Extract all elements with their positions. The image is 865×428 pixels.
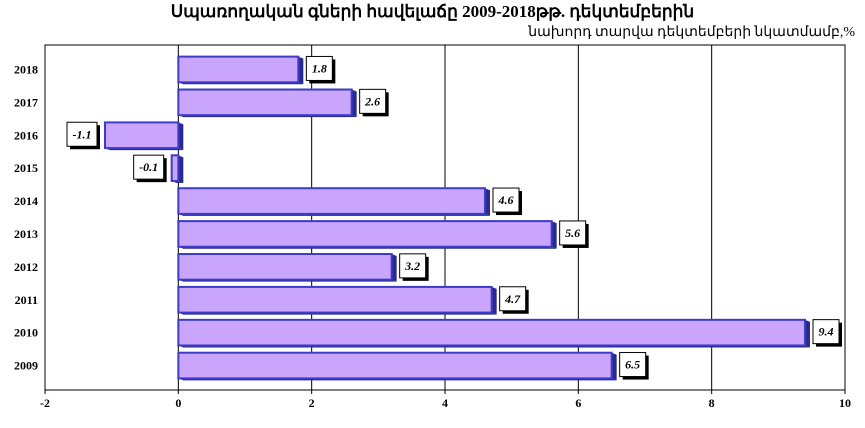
- bar: [177, 351, 613, 380]
- data-label-box: [66, 121, 98, 147]
- y-tick-label: 2014: [14, 194, 38, 208]
- data-label: -1.1: [73, 127, 92, 141]
- x-tick-label: 8: [709, 396, 715, 410]
- data-label-box: [499, 286, 527, 312]
- chart-subtitle: նախորդ տարվա դեկտեմբերի նկատմամբ,%: [528, 25, 855, 40]
- bar-side: [351, 89, 357, 118]
- bar-side: [391, 254, 397, 282]
- bar: [104, 121, 180, 150]
- y-tick-label: 2013: [14, 227, 38, 241]
- data-label: -0.1: [139, 160, 158, 174]
- bar-side: [298, 56, 304, 85]
- y-tick-label: 2018: [14, 62, 38, 76]
- x-tick-label: 2: [309, 396, 315, 410]
- data-label-box: [619, 352, 647, 378]
- data-label: 6.5: [625, 358, 640, 372]
- bar: [177, 187, 486, 215]
- data-label: 2.6: [364, 94, 380, 108]
- bar: [170, 154, 180, 182]
- bar-side: [611, 352, 617, 381]
- x-tick-label: -2: [40, 396, 50, 410]
- y-tick-label: 2012: [14, 260, 38, 274]
- bar-side: [551, 221, 557, 249]
- data-label-box: [812, 319, 840, 345]
- y-tick-label: 2010: [14, 326, 38, 340]
- bar-side: [491, 286, 497, 315]
- data-label-box: [133, 154, 165, 180]
- bar: [177, 318, 807, 347]
- data-label-box: [359, 88, 387, 114]
- bar-side: [178, 155, 184, 183]
- data-label: 4.6: [498, 193, 514, 207]
- bar: [177, 55, 300, 84]
- bar: [177, 253, 393, 281]
- bar: [177, 88, 353, 117]
- data-label: 1.8: [312, 61, 327, 75]
- bar-side: [485, 188, 490, 216]
- bar: [177, 220, 553, 248]
- data-label-box: [305, 55, 333, 81]
- data-label: 4.7: [504, 292, 521, 306]
- data-label-box: [399, 253, 427, 279]
- x-tick-label: 0: [175, 396, 181, 410]
- y-tick-label: 2017: [14, 95, 38, 109]
- bar-side: [805, 319, 810, 348]
- data-label-box: [492, 187, 520, 213]
- chart-title: Սպառողական գների հավելաճը 2009-2018թթ. դ…: [170, 2, 695, 21]
- y-tick-label: 2015: [14, 161, 38, 175]
- bar: [177, 285, 493, 314]
- y-tick-label: 2016: [14, 128, 38, 142]
- x-tick-label: 4: [442, 396, 448, 410]
- y-tick-label: 2009: [14, 359, 38, 373]
- y-tick-label: 2011: [15, 293, 38, 307]
- data-label-box: [559, 220, 587, 246]
- bar-side: [178, 122, 184, 151]
- data-label: 5.6: [565, 226, 580, 240]
- x-tick-label: 10: [839, 396, 851, 410]
- x-tick-label: 6: [575, 396, 581, 410]
- data-label: 3.2: [404, 259, 420, 273]
- data-label: 9.4: [819, 325, 834, 339]
